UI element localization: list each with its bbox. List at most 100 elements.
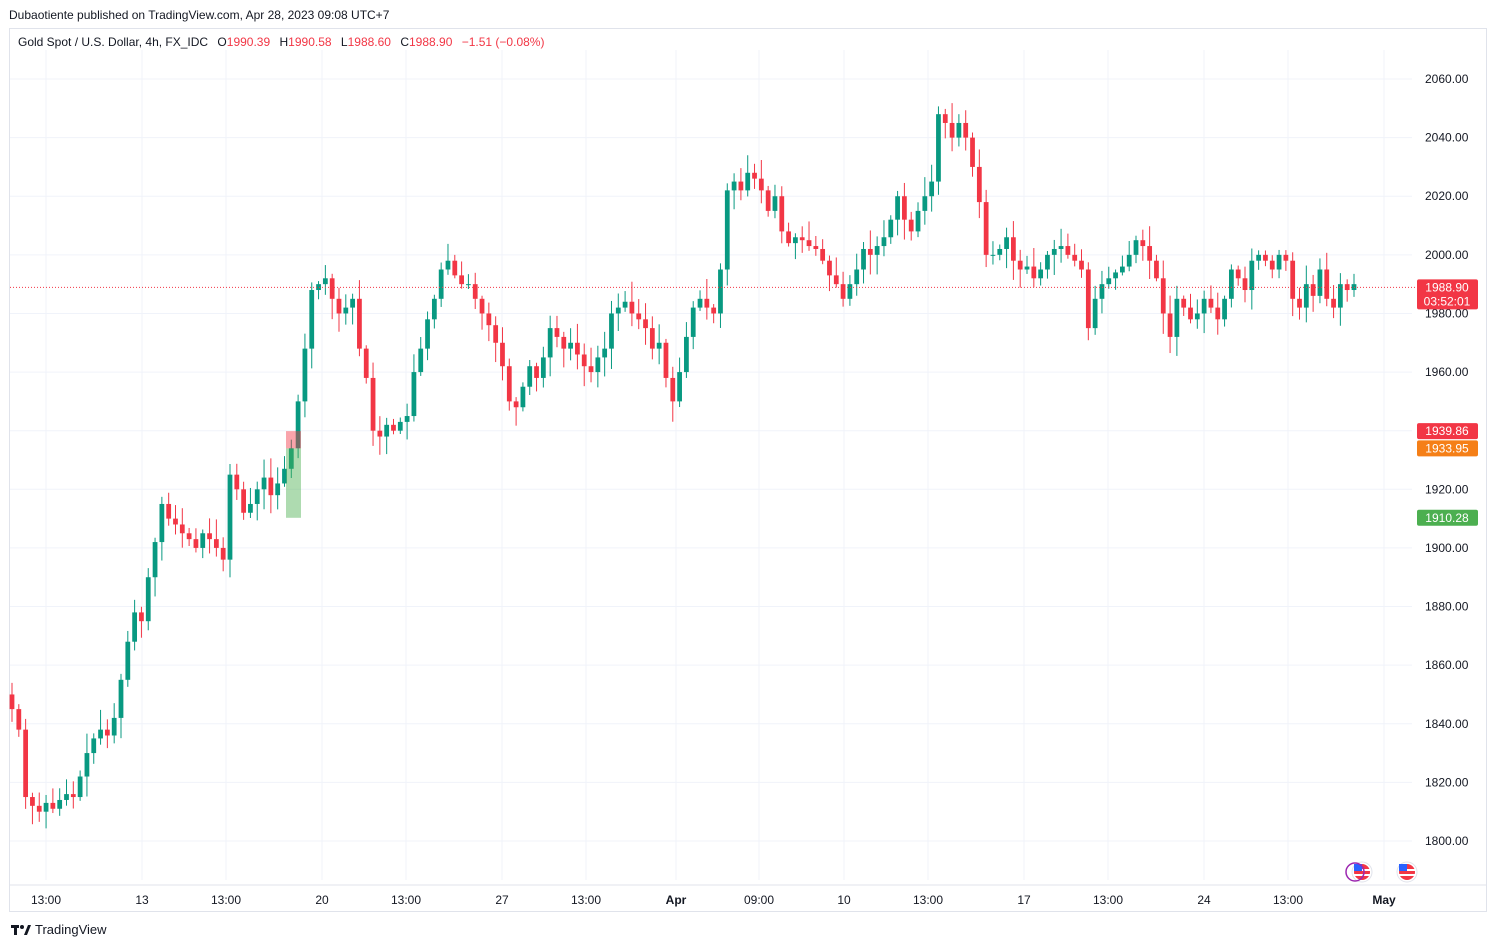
us-flag-icon[interactable]	[1351, 861, 1373, 883]
candle-body[interactable]	[397, 421, 403, 431]
candle-body[interactable]	[139, 612, 144, 622]
candle-body[interactable]	[1079, 260, 1084, 270]
candle-body[interactable]	[711, 307, 717, 314]
candle-body[interactable]	[118, 679, 124, 718]
candle-body[interactable]	[472, 284, 478, 299]
candle-body[interactable]	[983, 202, 989, 255]
candle-body[interactable]	[704, 298, 710, 308]
tradingview-logo[interactable]: TradingView	[11, 922, 107, 937]
candle-body[interactable]	[554, 328, 560, 337]
candle-body[interactable]	[520, 386, 526, 408]
candle-body[interactable]	[575, 342, 580, 355]
candle-body[interactable]	[629, 301, 635, 314]
candle-body[interactable]	[1317, 269, 1323, 296]
candle-body[interactable]	[179, 524, 185, 534]
candle-body[interactable]	[1290, 260, 1296, 299]
candle-body[interactable]	[425, 319, 430, 349]
candle-body[interactable]	[479, 298, 485, 314]
candle-body[interactable]	[64, 794, 69, 800]
candle-body[interactable]	[1092, 298, 1098, 329]
position-stop-zone[interactable]	[286, 431, 301, 449]
event-marker-icon[interactable]	[1345, 862, 1365, 882]
candle-body[interactable]	[915, 210, 921, 232]
candle-body[interactable]	[677, 372, 682, 402]
candle-body[interactable]	[881, 237, 887, 247]
candle-body[interactable]	[1269, 260, 1275, 270]
candle-body[interactable]	[1181, 298, 1187, 308]
candle-body[interactable]	[506, 366, 512, 402]
candle-body[interactable]	[527, 366, 533, 387]
candle-body[interactable]	[384, 424, 390, 437]
candle-body[interactable]	[738, 181, 744, 191]
candle-body[interactable]	[145, 577, 151, 622]
candle-body[interactable]	[227, 474, 233, 560]
candle-body[interactable]	[1222, 298, 1227, 320]
candle-body[interactable]	[295, 401, 301, 449]
candle-body[interactable]	[322, 278, 328, 285]
us-flag-icon[interactable]	[1396, 861, 1418, 883]
candle-body[interactable]	[772, 196, 778, 211]
candle-body[interactable]	[1065, 246, 1071, 255]
candle-body[interactable]	[806, 240, 812, 247]
candle-body[interactable]	[418, 348, 424, 373]
candle-body[interactable]	[615, 307, 621, 314]
candle-body[interactable]	[513, 401, 519, 408]
candle-body[interactable]	[895, 196, 900, 220]
candle-body[interactable]	[1297, 298, 1302, 308]
candle-body[interactable]	[1004, 237, 1009, 249]
candle-body[interactable]	[922, 196, 928, 211]
candle-body[interactable]	[561, 336, 567, 349]
candle-body[interactable]	[1228, 269, 1234, 299]
candle-body[interactable]	[50, 802, 56, 809]
candle-body[interactable]	[452, 260, 458, 276]
candle-body[interactable]	[1038, 269, 1044, 279]
candle-body[interactable]	[942, 114, 948, 123]
candle-body[interactable]	[152, 542, 158, 578]
candle-body[interactable]	[1310, 284, 1316, 296]
candle-body[interactable]	[1147, 246, 1153, 261]
candle-body[interactable]	[1208, 298, 1214, 308]
candle-body[interactable]	[1188, 307, 1193, 320]
candle-body[interactable]	[1017, 260, 1023, 270]
candle-body[interactable]	[9, 694, 15, 710]
candle-body[interactable]	[36, 805, 42, 812]
candle-body[interactable]	[609, 313, 614, 349]
candle-body[interactable]	[1324, 269, 1330, 299]
candle-body[interactable]	[1085, 269, 1091, 329]
candle-body[interactable]	[16, 709, 22, 730]
candle-body[interactable]	[98, 729, 103, 739]
candle-body[interactable]	[731, 181, 737, 191]
candle-body[interactable]	[1263, 254, 1268, 261]
candle-body[interactable]	[43, 802, 49, 812]
candle-body[interactable]	[1031, 266, 1037, 279]
candle-body[interactable]	[445, 260, 451, 270]
candle-body[interactable]	[588, 366, 594, 373]
candle-body[interactable]	[343, 307, 349, 314]
candle-body[interactable]	[786, 231, 791, 244]
candle-body[interactable]	[656, 342, 662, 349]
candle-body[interactable]	[1126, 254, 1132, 267]
candle-body[interactable]	[1194, 313, 1200, 320]
candle-body[interactable]	[1167, 313, 1173, 337]
candle-body[interactable]	[1283, 254, 1289, 261]
candle-body[interactable]	[186, 533, 192, 540]
candle-body[interactable]	[84, 753, 90, 777]
candle-body[interactable]	[949, 122, 955, 138]
candle-body[interactable]	[1106, 278, 1112, 285]
candle-body[interactable]	[595, 357, 601, 373]
candle-body[interactable]	[1099, 284, 1105, 299]
candle-body[interactable]	[540, 357, 546, 378]
candle-body[interactable]	[690, 307, 696, 337]
candle-body[interactable]	[936, 114, 941, 182]
candle-body[interactable]	[77, 776, 83, 798]
candle-body[interactable]	[997, 248, 1003, 255]
candle-body[interactable]	[268, 477, 274, 496]
candle-body[interactable]	[193, 539, 199, 548]
candle-body[interactable]	[1120, 266, 1125, 273]
candle-body[interactable]	[643, 319, 648, 329]
candle-body[interactable]	[1303, 284, 1309, 308]
candle-body[interactable]	[1344, 284, 1350, 291]
position-target-zone[interactable]	[286, 448, 301, 518]
candle-body[interactable]	[990, 254, 996, 256]
